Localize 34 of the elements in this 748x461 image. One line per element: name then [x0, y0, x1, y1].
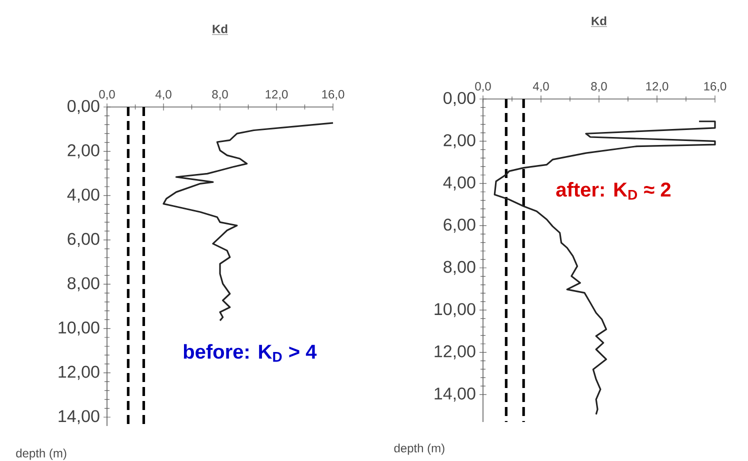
x-tick-label: 4,0 — [155, 90, 172, 100]
x-tick-label: 0,0 — [99, 90, 115, 100]
x-axis-title: Kd — [212, 24, 228, 34]
y-tick-label: 10,00 — [434, 303, 476, 318]
line-series — [494, 120, 716, 416]
text: before: K$_{D}$ > 4 — [184, 344, 317, 362]
y-tick-label: 0,00 — [444, 92, 476, 106]
y-tick-label: 4,00 — [443, 176, 476, 190]
x-tick-label: 8,0 — [591, 82, 607, 92]
y-tick-label: 8,00 — [444, 260, 476, 275]
y-tick-label: 12,00 — [58, 366, 100, 380]
y-tick-label: 6,00 — [444, 218, 476, 233]
x-tick-label: 8,0 — [212, 90, 228, 100]
x-tick-label: 12,0 — [646, 82, 668, 92]
x-tick-label: 12,0 — [266, 90, 288, 100]
x-tick-label: 0,0 — [475, 82, 491, 92]
y-axis-title: depth (m) — [16, 448, 66, 460]
y-tick-label: 14,00 — [58, 410, 100, 424]
x-tick-label: 16,0 — [322, 90, 344, 100]
x-tick-label: 4,0 — [532, 82, 549, 92]
line-series — [162, 122, 334, 322]
y-tick-label: 2,00 — [68, 144, 100, 158]
y-tick-label: 4,00 — [67, 188, 100, 203]
y-tick-label: 10,00 — [58, 321, 100, 336]
x-tick-label: 16,0 — [704, 82, 726, 92]
x-axis-title: Kd — [592, 16, 606, 26]
y-tick-label: 6,00 — [68, 232, 100, 247]
y-axis-title: depth (m) — [394, 444, 444, 455]
y-tick-label: 0,00 — [68, 100, 100, 114]
y-tick-label: 8,00 — [68, 277, 100, 292]
y-tick-label: 2,00 — [444, 134, 476, 148]
text: after: K$_{D}$ ≈ 2 — [556, 182, 671, 200]
y-tick-label: 14,00 — [434, 388, 476, 402]
y-tick-label: 12,00 — [434, 345, 476, 360]
